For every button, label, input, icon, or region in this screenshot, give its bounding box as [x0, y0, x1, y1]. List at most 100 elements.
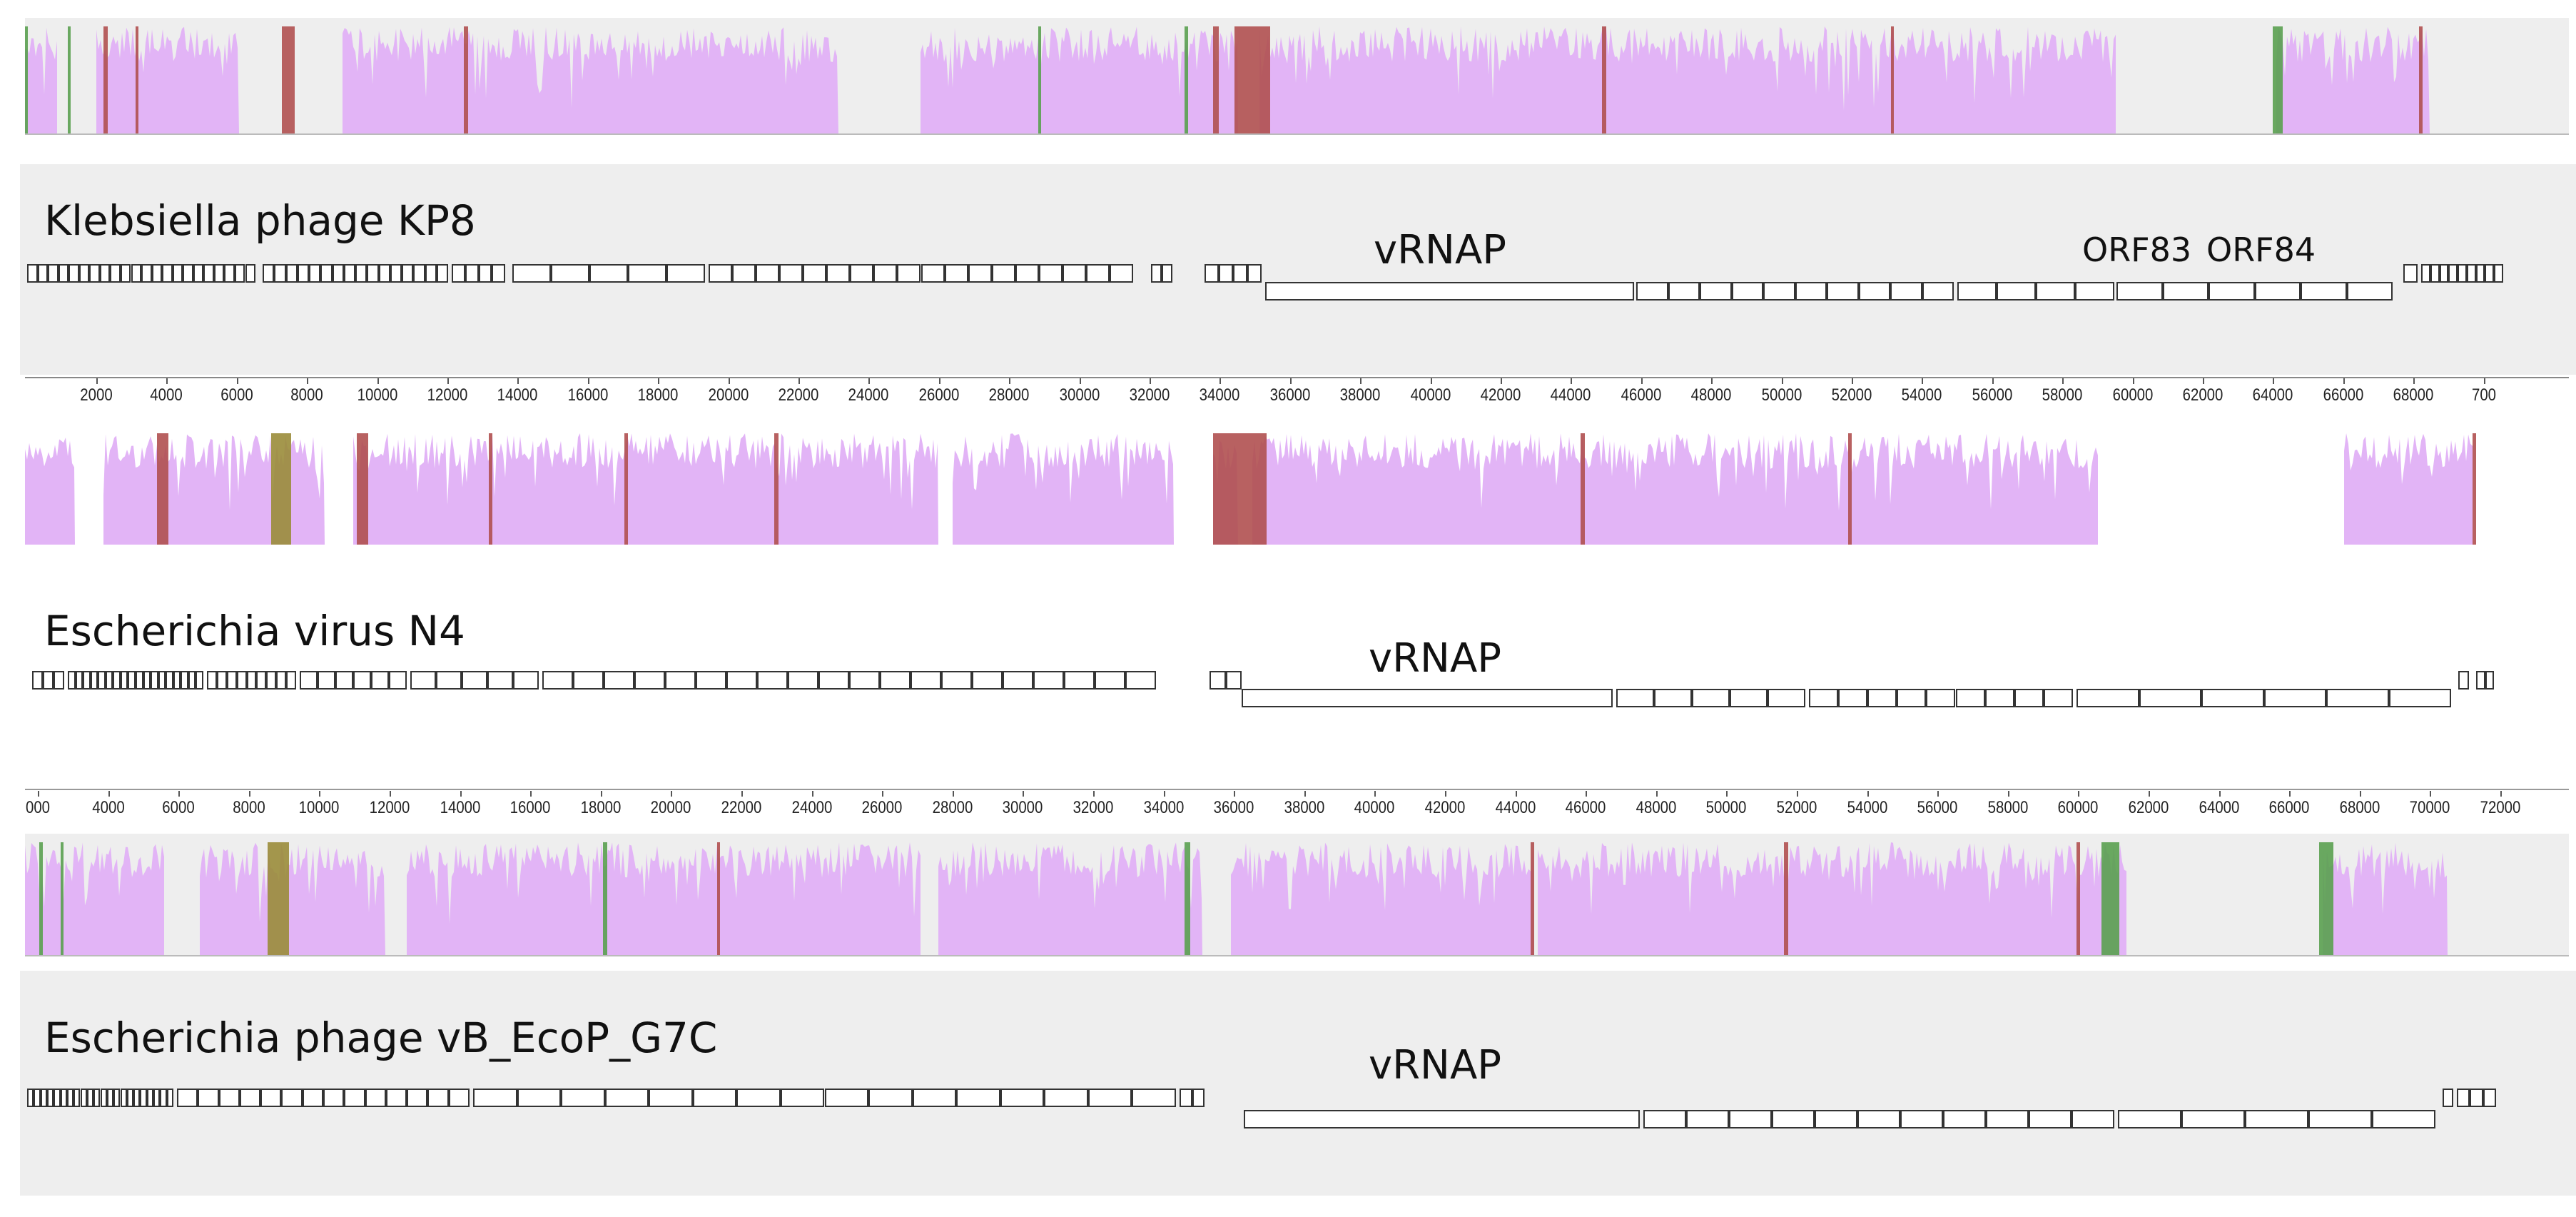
- axis-tick-label: 64000: [2199, 798, 2239, 817]
- axis-tick-label: 34000: [1143, 798, 1184, 817]
- axis-tick-mark: [1219, 378, 1222, 384]
- gene-box: [2458, 671, 2469, 690]
- gene-box: [1265, 282, 1634, 301]
- axis-tick-mark: [1867, 791, 1869, 797]
- gene-box: [757, 671, 788, 690]
- axis-tick-mark: [38, 791, 39, 797]
- axis-tick-mark: [236, 378, 238, 384]
- gene-box: [2346, 282, 2393, 301]
- genome-map-panel-n4: [25, 546, 2569, 790]
- gene-label-orf83: ORF83: [2082, 231, 2192, 269]
- gene-box: [1926, 689, 1956, 707]
- axis-tick-label: 44000: [1495, 798, 1536, 817]
- high-identity-spike: [1848, 433, 1852, 545]
- gene-box: [1003, 671, 1033, 690]
- axis-tick-mark: [178, 791, 181, 797]
- gene-box: [2439, 264, 2449, 283]
- gene-box: [2139, 689, 2201, 707]
- axis-tick-mark: [1163, 791, 1165, 797]
- axis-tick-label: 14000: [497, 385, 538, 405]
- gene-box: [1132, 1089, 1176, 1107]
- gene-box: [113, 671, 121, 690]
- gene-box: [162, 264, 173, 283]
- gene-box: [1062, 264, 1086, 283]
- gene-box: [696, 671, 726, 690]
- axis-tick-mark: [2218, 791, 2221, 797]
- gene-box: [75, 671, 83, 690]
- axis-tick-label: 4000: [150, 385, 183, 405]
- axis-tick-mark: [1093, 791, 1095, 797]
- axis-tick-mark: [1501, 378, 1502, 384]
- axis-tick-mark: [530, 791, 532, 797]
- gene-box: [173, 671, 181, 690]
- gene-box: [166, 1089, 173, 1107]
- gene-box: [2014, 689, 2044, 707]
- gene-box: [1233, 264, 1247, 283]
- axis-tick-label: 56000: [1917, 798, 1958, 817]
- gene-box: [1858, 282, 1890, 301]
- axis-tick-label: 20000: [708, 385, 749, 405]
- gene-box: [1730, 689, 1768, 707]
- gene-box: [151, 264, 162, 283]
- axis-tick-mark: [1922, 378, 1924, 384]
- similarity-segment: [353, 433, 938, 545]
- axis-tick-label: 62000: [2182, 385, 2223, 405]
- gene-box: [320, 264, 333, 283]
- similarity-segment: [103, 434, 325, 545]
- similarity-segment: [953, 433, 1174, 545]
- axis-tick-label: 6000: [162, 798, 195, 817]
- gene-box: [1038, 264, 1063, 283]
- gene-box: [133, 1089, 141, 1107]
- axis-tick-mark: [2078, 791, 2080, 797]
- axis-tick-label: 44000: [1551, 385, 1591, 405]
- gene-box: [2072, 1110, 2114, 1128]
- gene-box: [166, 671, 173, 690]
- gene-box: [1997, 282, 2036, 301]
- coordinate-axis-n4: 000 4000 6000 8000 10000 12000 14000 16000 18000…: [25, 791, 2569, 828]
- gene-box: [512, 264, 551, 283]
- gene-box: [551, 264, 589, 283]
- gene-box: [274, 264, 286, 283]
- gene-box: [436, 671, 462, 690]
- gene-box: [323, 1089, 345, 1107]
- similarity-segment: [1259, 26, 2116, 133]
- gene-box: [487, 671, 513, 690]
- gene-box: [1686, 1110, 1729, 1128]
- gene-box: [517, 1089, 562, 1107]
- axis-tick-mark: [2359, 791, 2361, 797]
- gene-box: [43, 671, 54, 690]
- axis-tick-label: 6000: [220, 385, 253, 405]
- gene-box: [2485, 264, 2495, 283]
- gene-box: [302, 1089, 323, 1107]
- gene-box: [300, 671, 318, 690]
- axis-tick-mark: [1515, 791, 1517, 797]
- gene-box: [1768, 689, 1805, 707]
- axis-tick-mark: [741, 791, 743, 797]
- axis-tick-label: 10000: [299, 798, 340, 817]
- similarity-segment: [25, 842, 164, 955]
- gene-box: [1015, 264, 1039, 283]
- gene-box: [1247, 264, 1262, 283]
- gene-box: [1044, 1089, 1088, 1107]
- axis-tick-label: 70000: [2410, 798, 2450, 817]
- gene-box: [234, 264, 245, 283]
- gene-box: [54, 1089, 61, 1107]
- axis-tick-label: 72000: [2480, 798, 2521, 817]
- axis-tick-label: 36000: [1213, 798, 1254, 817]
- axis-tick-label: 50000: [1706, 798, 1747, 817]
- gene-box: [113, 1089, 121, 1107]
- gene-box: [1064, 671, 1095, 690]
- gene-box: [86, 1089, 94, 1107]
- gene-box: [513, 671, 539, 690]
- axis-tick-label: 000: [25, 798, 51, 817]
- gene-box: [2476, 671, 2485, 690]
- high-identity-spike: [2473, 433, 2476, 545]
- gene-box: [385, 1089, 407, 1107]
- gene-box: [849, 671, 880, 690]
- gene-box: [2076, 689, 2139, 707]
- axis-tick-label: 56000: [1972, 385, 2013, 405]
- gene-box: [1087, 1089, 1132, 1107]
- gene-box: [332, 264, 344, 283]
- gene-box: [2245, 1110, 2308, 1128]
- gene-box: [1151, 264, 1162, 283]
